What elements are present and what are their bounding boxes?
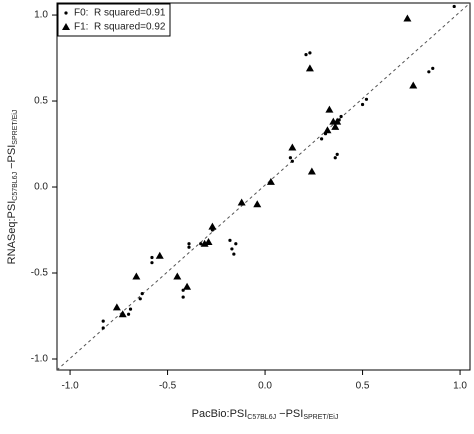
y-tick-label: 0.0 xyxy=(34,182,48,193)
triangle-point xyxy=(204,238,213,246)
y-label-part: RNASeq:PSI xyxy=(6,201,18,265)
x-tick-label: -1.0 xyxy=(61,381,79,392)
y-tick-label: 1.0 xyxy=(34,10,48,21)
triangle-point xyxy=(112,303,121,311)
legend-stat: R squared=0.91 xyxy=(94,8,166,19)
x-label-part: PacBio:PSI xyxy=(192,408,248,420)
dot-point xyxy=(199,242,203,246)
dot-point xyxy=(128,307,133,311)
x-label-sub: C57BL6J xyxy=(247,414,276,421)
dot-point xyxy=(308,51,312,55)
triangle-point xyxy=(325,105,334,113)
dot-point xyxy=(339,114,343,119)
triangle-point xyxy=(266,177,275,185)
identity-line xyxy=(56,2,471,371)
dot-point xyxy=(427,70,431,74)
legend-box xyxy=(57,3,171,37)
dot-point xyxy=(187,242,191,246)
triangle-point xyxy=(331,122,340,130)
dot-point xyxy=(452,4,456,9)
triangle-point xyxy=(118,310,127,318)
dot-point xyxy=(234,242,238,246)
y-tick-label: 0.5 xyxy=(34,96,48,107)
x-tick-label: 0.0 xyxy=(258,381,272,392)
dot-point xyxy=(64,11,68,15)
dot-point xyxy=(181,295,185,299)
triangle-point xyxy=(307,167,316,175)
triangle-point xyxy=(288,143,297,151)
dot-point xyxy=(288,156,293,160)
triangle-point xyxy=(183,282,192,290)
triangle-point xyxy=(409,81,418,89)
triangle-point xyxy=(333,117,342,125)
x-tick-label: 0.5 xyxy=(356,381,370,392)
x-label-part: −PSI xyxy=(276,408,303,420)
dot-point xyxy=(335,152,339,156)
x-label-sub: SPRET/EiJ xyxy=(303,414,338,421)
dot-point xyxy=(101,319,105,323)
y-label-part: −PSI xyxy=(6,145,18,172)
triangle-point xyxy=(403,14,412,22)
dot-point xyxy=(304,52,308,57)
triangle-point xyxy=(253,200,262,208)
triangle-point xyxy=(132,272,141,280)
dot-point xyxy=(126,312,131,316)
dot-point xyxy=(150,255,154,260)
triangle-point xyxy=(237,198,246,206)
legend-name: F0: xyxy=(74,8,88,19)
y-tick-label: -0.5 xyxy=(31,268,49,279)
triangle-point xyxy=(62,23,70,30)
triangle-point xyxy=(173,272,182,280)
dot-point xyxy=(140,292,144,296)
x-axis-label: PacBio:PSIC57BL6J −PSISPRET/EiJ xyxy=(192,408,339,421)
x-tick-label: 1.0 xyxy=(453,381,467,392)
triangle-point xyxy=(155,251,164,259)
dot-point xyxy=(187,245,191,249)
legend-name: F1: xyxy=(74,22,88,33)
triangle-point xyxy=(305,64,314,72)
dot-point xyxy=(228,238,232,242)
y-label-sub: C57BL6J xyxy=(12,172,19,201)
dot-point xyxy=(290,159,294,163)
dot-point xyxy=(138,297,142,301)
dot-point xyxy=(333,156,337,160)
triangle-point xyxy=(208,222,217,230)
plot-frame xyxy=(56,2,471,371)
triangle-point xyxy=(323,126,332,134)
dot-point xyxy=(101,326,105,330)
y-label-sub: SPRET/EiJ xyxy=(12,110,19,145)
legend-stat: R squared=0.92 xyxy=(94,22,166,33)
dot-point xyxy=(230,247,234,251)
dot-point xyxy=(150,261,154,265)
x-tick-label: -0.5 xyxy=(159,381,177,392)
dot-point xyxy=(320,137,324,141)
y-axis-label: RNASeq:PSIC57BL6J −PSISPRET/EiJ xyxy=(6,110,19,265)
dot-point xyxy=(364,97,369,101)
dot-point xyxy=(232,252,236,256)
dot-point xyxy=(431,66,435,70)
y-tick-label: -1.0 xyxy=(31,354,49,365)
dot-point xyxy=(360,102,365,107)
